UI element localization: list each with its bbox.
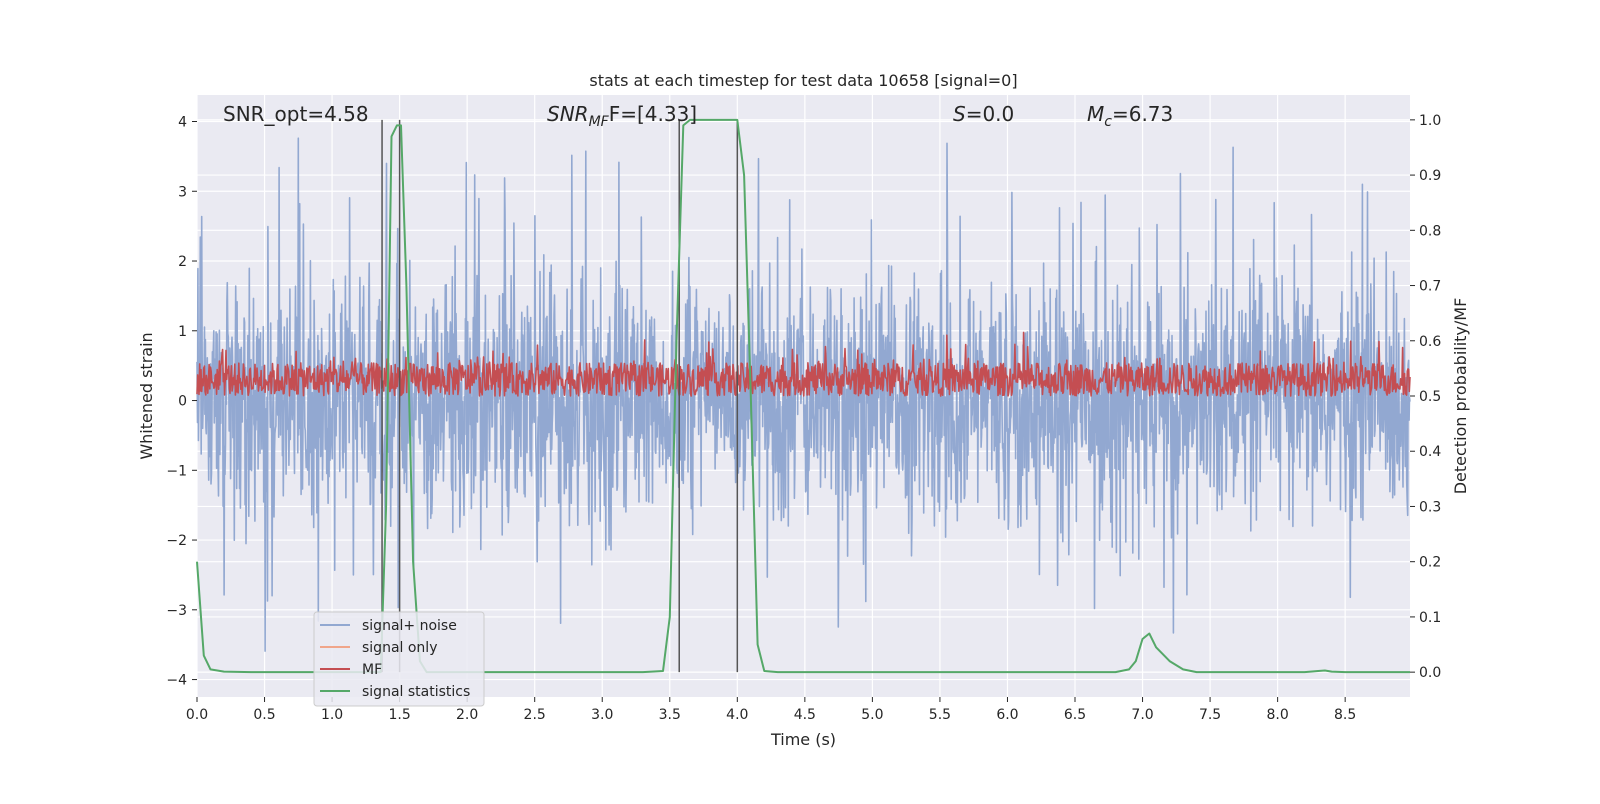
x-tick-label: 2.5 — [524, 707, 546, 723]
x-tick-label: 6.5 — [1064, 707, 1086, 723]
x-tick-label: 4.5 — [794, 707, 816, 723]
x-tick-label: 3.0 — [591, 707, 613, 723]
y-tick-label-left: −1 — [166, 463, 187, 479]
y-tick-label-right: 0.6 — [1419, 334, 1441, 350]
y-tick-label-right: 1.0 — [1419, 113, 1441, 129]
legend: signal+ noise signal only MF signal statist… — [313, 611, 485, 707]
x-tick-label: 6.0 — [996, 707, 1018, 723]
y-tick-label-right: 0.8 — [1419, 223, 1441, 239]
annotation-snr-mf: SNRMFF=[4.33] — [547, 102, 697, 130]
x-tick-label: 1.0 — [321, 707, 343, 723]
x-tick-label: 1.5 — [388, 707, 410, 723]
x-tick-label: 3.5 — [659, 707, 681, 723]
y-tick-label-right: 0.7 — [1419, 279, 1441, 295]
y-tick-label-right: 0.5 — [1419, 389, 1441, 405]
snr-mf-main: SNR — [547, 102, 589, 126]
y-tick-label-left: −4 — [166, 673, 187, 689]
y-tick-label-left: 1 — [178, 324, 187, 340]
y-tick-label-right: 0.0 — [1419, 665, 1441, 681]
y-tick-label-left: 2 — [178, 254, 187, 270]
x-tick-label: 0.0 — [186, 707, 208, 723]
y-tick-label-left: 4 — [178, 115, 187, 131]
x-tick-label: 7.5 — [1199, 707, 1221, 723]
mc-sub: c — [1104, 114, 1112, 130]
y-tick-label-right: 0.3 — [1419, 499, 1441, 515]
y-tick-label-right: 0.1 — [1419, 610, 1441, 626]
x-tick-label: 5.0 — [861, 707, 883, 723]
tick-labels: 0.0 0.5 1.0 1.5 2.0 2.5 3.0 3.5 4.0 4.5 5.0 5.5 6.0 6… — [166, 113, 1441, 723]
annotation-snr-opt: SNR_opt=4.58 — [223, 102, 369, 126]
chart-title: stats at each timestep for test data 106… — [589, 71, 1017, 90]
x-axis-label: Time (s) — [770, 730, 836, 749]
y-tick-label-left: 3 — [178, 184, 187, 200]
snr-mf-value: F=[4.33] — [609, 102, 697, 126]
legend-label: signal+ noise — [362, 618, 457, 634]
x-tick-label: 8.5 — [1334, 707, 1356, 723]
snr-mf-sub: MF — [589, 114, 610, 130]
mc-value: =6.73 — [1112, 102, 1173, 126]
x-tick-label: 4.0 — [726, 707, 748, 723]
annotation-s: S=0.0 — [953, 102, 1014, 126]
x-tick-label: 2.0 — [456, 707, 478, 723]
x-tick-label: 7.0 — [1131, 707, 1153, 723]
legend-box — [313, 611, 485, 707]
legend-label: signal only — [362, 640, 437, 656]
y-tick-label-right: 0.4 — [1419, 444, 1441, 460]
annotation-mc: Mc=6.73 — [1087, 102, 1173, 130]
x-tick-label: 0.5 — [253, 707, 275, 723]
x-tick-label: 5.5 — [929, 707, 951, 723]
y-tick-label-left: −2 — [166, 533, 187, 549]
y-tick-label-right: 0.9 — [1419, 168, 1441, 184]
vertical-markers — [381, 119, 739, 673]
legend-label: signal statistics — [362, 684, 470, 700]
mc-var: M — [1087, 102, 1104, 126]
y-tick-label-left: 0 — [178, 394, 187, 410]
x-tick-label: 8.0 — [1266, 707, 1288, 723]
s-value: =0.0 — [966, 102, 1015, 126]
y-axis-label-right: Detection probability/MF — [1451, 298, 1470, 495]
y-tick-label-left: −3 — [166, 603, 187, 619]
legend-label: MF — [362, 662, 382, 678]
y-tick-label-right: 0.2 — [1419, 555, 1441, 571]
y-axis-label-left: Whitened strain — [137, 332, 156, 459]
legend-entries: signal+ noise signal only MF signal statist… — [320, 618, 470, 700]
s-var: S — [953, 102, 966, 126]
